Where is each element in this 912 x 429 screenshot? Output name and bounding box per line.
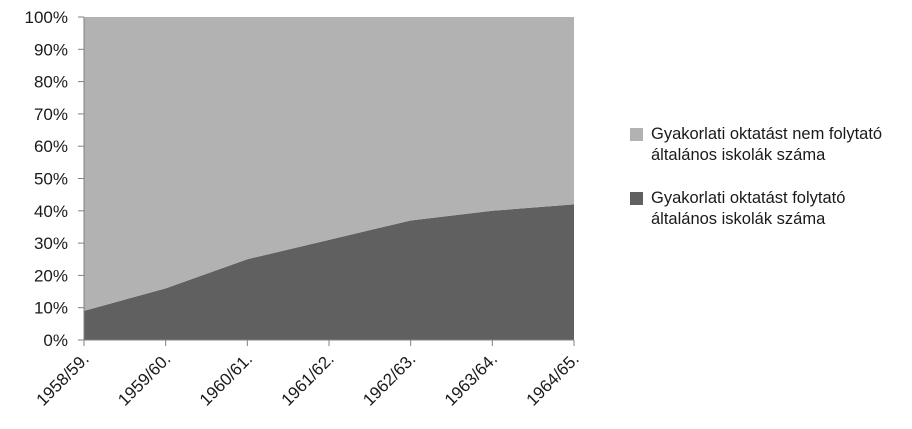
- legend-item: Gyakorlati oktatást folytató általános i…: [630, 188, 905, 230]
- y-tick-label: 40%: [34, 202, 68, 221]
- x-tick-label: 1964/65.: [523, 349, 583, 409]
- y-tick-label: 100%: [25, 8, 68, 27]
- x-tick-label: 1959/60.: [114, 349, 174, 409]
- legend-item: Gyakorlati oktatást nem folytató általán…: [630, 124, 905, 166]
- y-tick-label: 80%: [34, 73, 68, 92]
- legend-label: Gyakorlati oktatást nem folytató általán…: [651, 125, 883, 164]
- x-tick-label: 1960/61.: [196, 349, 256, 409]
- chart-legend: Gyakorlati oktatást nem folytató általán…: [630, 124, 905, 252]
- y-tick-label: 70%: [34, 105, 68, 124]
- y-tick-label: 0%: [43, 331, 68, 350]
- y-axis-tick-labels: 0% 10% 20% 30% 40% 50% 60% 70% 80% 90% 100%: [25, 8, 68, 350]
- area-series-0: [84, 204, 574, 340]
- y-tick-label: 10%: [34, 299, 68, 318]
- y-tick-label: 30%: [34, 234, 68, 253]
- chart-axes: [78, 16, 575, 346]
- y-tick-label: 50%: [34, 170, 68, 189]
- y-tick-label: 60%: [34, 137, 68, 156]
- legend-label: Gyakorlati oktatást folytató általános i…: [651, 189, 846, 228]
- y-tick-label: 90%: [34, 40, 68, 59]
- x-tick-label: 1962/63.: [359, 349, 419, 409]
- x-tick-label: 1958/59.: [33, 349, 93, 409]
- plot-areas: [84, 17, 574, 340]
- legend-swatch: [630, 128, 643, 141]
- x-tick-label: 1963/64.: [441, 349, 501, 409]
- y-tick-label: 20%: [34, 266, 68, 285]
- legend-swatch: [630, 192, 643, 205]
- area-series-1: [84, 17, 574, 311]
- x-axis-tick-labels: 1958/59. 1959/60. 1960/61. 1961/62. 1962/63.…: [33, 349, 583, 409]
- x-tick-label: 1961/62.: [278, 349, 338, 409]
